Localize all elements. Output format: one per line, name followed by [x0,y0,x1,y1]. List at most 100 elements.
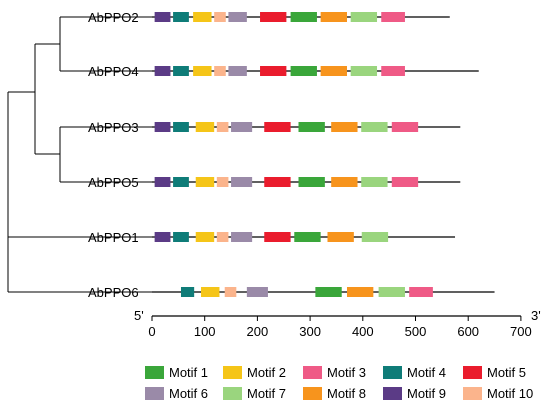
axis-5prime-label: 5' [134,308,144,323]
position-axis: 0 100 200 300 400 500 600 700 5' 3' [134,308,541,339]
legend-label: Motif 1 [169,365,208,380]
protein-row-abppo2: AbPPO2 [88,10,450,25]
legend-swatch [145,366,164,379]
legend-item-motif-6: Motif 6 [145,386,208,401]
motif-2-box [201,287,220,297]
motif-5-box [260,66,287,76]
motif-1-box [298,177,325,187]
motif-3-box [391,177,419,187]
motif-9-box [154,12,171,22]
motif-1-box [290,66,317,76]
motif-4-box [173,122,189,132]
legend-label: Motif 9 [407,386,446,401]
motif-10-box [214,12,226,22]
motif-8-box [331,177,358,187]
motif-4-box [173,12,189,22]
legend-swatch [223,366,242,379]
motif-6-box [231,122,253,132]
motif-7-box [361,122,388,132]
motif-7-box [350,12,378,22]
protein-row-abppo3: AbPPO3 [88,120,461,135]
legend-item-motif-8: Motif 8 [303,386,366,401]
protein-label: AbPPO3 [88,120,139,135]
legend-label: Motif 4 [407,365,446,380]
legend-swatch [303,366,322,379]
motif-3-box [409,287,433,297]
protein-label: AbPPO5 [88,175,139,190]
protein-row-abppo5: AbPPO5 [88,175,461,190]
motif-6-box [228,12,247,22]
motif-8-box [320,66,347,76]
motif-10-box [216,122,229,132]
axis-tick-label: 200 [247,324,269,339]
legend-label: Motif 5 [487,365,526,380]
axis-3prime-label: 3' [531,308,541,323]
motif-9-box [154,122,171,132]
legend-label: Motif 10 [487,386,533,401]
legend-item-motif-5: Motif 5 [463,365,526,380]
axis-tick-label: 600 [457,324,479,339]
legend-label: Motif 2 [247,365,286,380]
motif-4-box [173,177,189,187]
legend-swatch [303,387,322,400]
legend-item-motif-9: Motif 9 [383,386,446,401]
motif-10-box [216,177,229,187]
legend-swatch [383,387,402,400]
motif-8-box [320,12,347,22]
axis-tick-label: 400 [352,324,374,339]
axis-tick-label: 700 [510,324,532,339]
protein-label: AbPPO4 [88,64,139,79]
motif-6-box [246,287,268,297]
motif-3-box [381,66,405,76]
legend-item-motif-3: Motif 3 [303,365,366,380]
axis-tick-label: 500 [405,324,427,339]
motif-8-box [331,122,358,132]
motif-2-box [193,66,212,76]
axis-tick-label: 100 [194,324,216,339]
motif-4-box [180,287,195,297]
motif-3-box [381,12,405,22]
motif-3-box [391,122,419,132]
protein-label: AbPPO1 [88,230,139,245]
motif-2-box [193,12,212,22]
motif-2-box [195,232,215,242]
legend-swatch [463,366,482,379]
legend-swatch [223,387,242,400]
motif-6-box [231,232,253,242]
protein-label: AbPPO6 [88,285,139,300]
legend-swatch [463,387,482,400]
protein-row-abppo6: AbPPO6 [88,285,495,300]
motif-1-box [290,12,317,22]
motif-9-box [154,232,171,242]
legend-item-motif-1: Motif 1 [145,365,208,380]
protein-row-abppo1: AbPPO1 [88,230,456,245]
protein-label: AbPPO2 [88,10,139,25]
legend-label: Motif 6 [169,386,208,401]
motif-1-box [298,122,325,132]
motif-10-box [214,66,226,76]
motif-7-box [361,177,388,187]
legend-label: Motif 8 [327,386,366,401]
motif-5-box [260,12,287,22]
motif-8-box [327,232,354,242]
legend-swatch [383,366,402,379]
motif-4-box [173,232,189,242]
legend-label: Motif 7 [247,386,286,401]
motif-9-box [154,66,171,76]
motif-7-box [361,232,389,242]
motif-2-box [195,177,215,187]
motif-7-box [350,66,378,76]
motif-7-box [378,287,405,297]
motif-legend: Motif 1 Motif 2 Motif 3 Motif 4 Motif 5 Motif… [145,365,533,401]
motif-10-box [216,232,229,242]
motif-1-box [294,232,321,242]
motif-10-box [224,287,237,297]
motif-9-box [154,177,171,187]
motif-8-box [346,287,374,297]
motif-6-box [231,177,253,187]
legend-item-motif-4: Motif 4 [383,365,446,380]
motif-1-box [315,287,342,297]
legend-item-motif-7: Motif 7 [223,386,286,401]
